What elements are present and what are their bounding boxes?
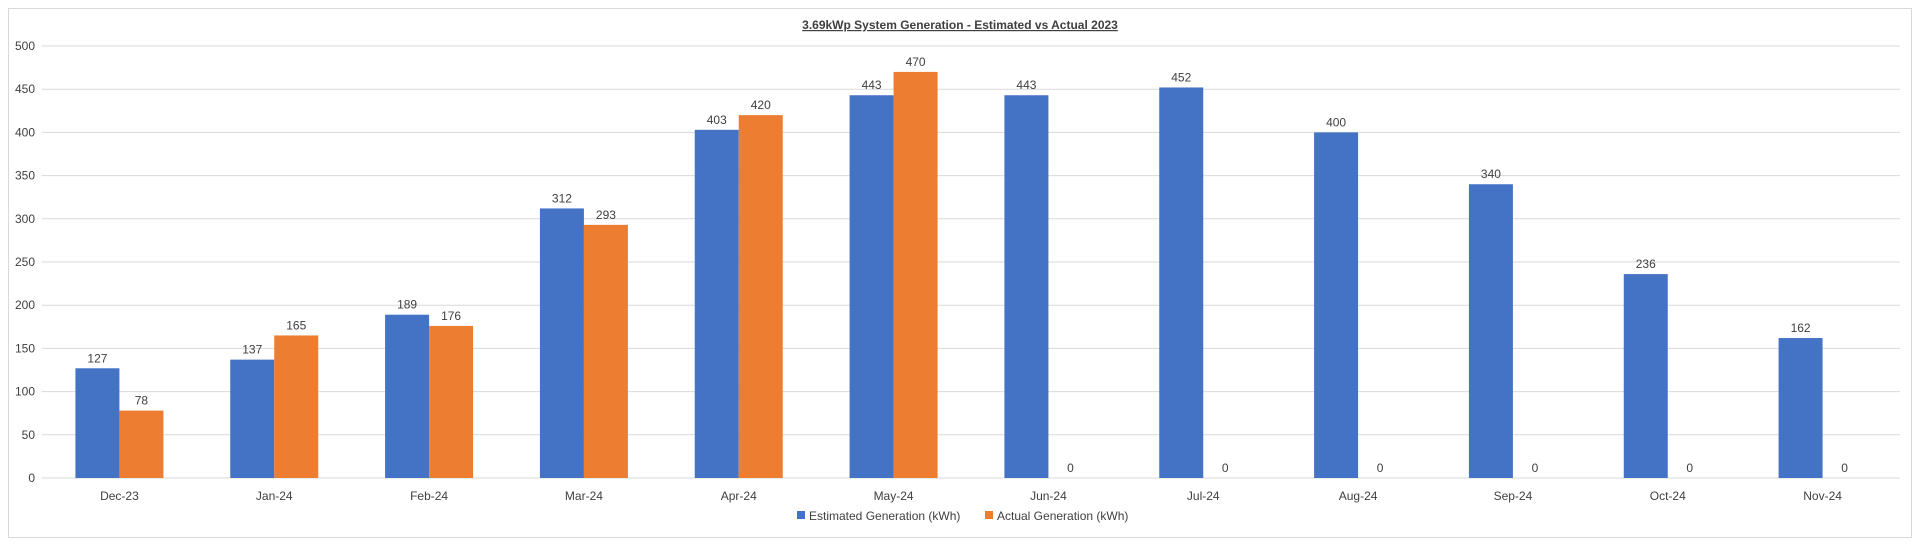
bar-estimated-Feb-24 bbox=[385, 314, 430, 478]
y-tick-label-350: 350 bbox=[15, 169, 35, 183]
x-tick-label-Feb-24: Feb-24 bbox=[410, 489, 448, 503]
gridlines bbox=[42, 45, 1900, 479]
data-label-estimated-May-24: 443 bbox=[862, 78, 882, 92]
data-label-estimated-Nov-24: 162 bbox=[1791, 321, 1811, 335]
data-label-estimated-Jul-24: 452 bbox=[1171, 70, 1191, 84]
data-label-actual-Feb-24: 176 bbox=[441, 309, 461, 323]
y-tick-label-450: 450 bbox=[15, 82, 35, 96]
data-label-estimated-Dec-23: 127 bbox=[87, 351, 107, 365]
data-label-actual-Sep-24: 0 bbox=[1532, 461, 1539, 475]
x-tick-label-Jan-24: Jan-24 bbox=[256, 489, 293, 503]
x-tick-label-Jul-24: Jul-24 bbox=[1187, 489, 1220, 503]
data-label-actual-Mar-24: 293 bbox=[596, 208, 616, 222]
data-labels: 127 78 137 165 189 176 312 293 403 420 443 470 443 0 4… bbox=[87, 55, 1848, 475]
bar-actual-Feb-24 bbox=[429, 325, 474, 478]
chart-title: 3.69kWp System Generation - Estimated vs… bbox=[802, 18, 1118, 32]
bar-estimated-Apr-24 bbox=[694, 129, 739, 479]
data-label-estimated-Aug-24: 400 bbox=[1326, 115, 1346, 129]
data-label-actual-Jan-24: 165 bbox=[286, 318, 306, 332]
data-label-actual-Apr-24: 420 bbox=[751, 98, 771, 112]
data-label-estimated-Jan-24: 137 bbox=[242, 343, 262, 357]
bar-estimated-Mar-24 bbox=[539, 208, 584, 478]
legend-label-estimated: Estimated Generation (kWh) bbox=[809, 509, 960, 523]
bar-estimated-Jan-24 bbox=[230, 359, 275, 478]
x-axis: Dec-23 Jan-24 Feb-24 Mar-24 Apr-24 May-24 Jun-… bbox=[100, 489, 1842, 503]
data-label-estimated-Apr-24: 403 bbox=[707, 113, 727, 127]
y-tick-label-200: 200 bbox=[15, 298, 35, 312]
y-tick-label-150: 150 bbox=[15, 341, 35, 355]
bar-estimated-Jun-24 bbox=[1004, 95, 1049, 479]
y-tick-label-500: 500 bbox=[15, 39, 35, 53]
data-label-actual-Aug-24: 0 bbox=[1377, 461, 1384, 475]
y-tick-label-300: 300 bbox=[15, 212, 35, 226]
bar-estimated-May-24 bbox=[849, 95, 894, 479]
legend-swatch-actual bbox=[985, 511, 993, 519]
legend: Estimated Generation (kWh) Actual Generat… bbox=[797, 509, 1128, 523]
x-tick-label-Sep-24: Sep-24 bbox=[1494, 489, 1533, 503]
data-label-estimated-Feb-24: 189 bbox=[397, 298, 417, 312]
y-tick-label-400: 400 bbox=[15, 125, 35, 139]
x-tick-label-May-24: May-24 bbox=[874, 489, 914, 503]
legend-swatch-estimated bbox=[797, 511, 805, 519]
y-axis: 0 50 100 150 200 250 300 350 400 450 500 bbox=[15, 39, 35, 485]
y-tick-label-50: 50 bbox=[22, 428, 36, 442]
bar-estimated-Dec-23 bbox=[75, 368, 120, 478]
bar-estimated-Jul-24 bbox=[1159, 87, 1204, 479]
data-label-estimated-Mar-24: 312 bbox=[552, 191, 572, 205]
bars bbox=[75, 71, 1823, 479]
legend-label-actual: Actual Generation (kWh) bbox=[997, 509, 1128, 523]
bar-estimated-Aug-24 bbox=[1314, 132, 1359, 478]
data-label-actual-Jul-24: 0 bbox=[1222, 461, 1229, 475]
data-label-actual-Nov-24: 0 bbox=[1841, 461, 1848, 475]
data-label-estimated-Jun-24: 443 bbox=[1016, 78, 1036, 92]
data-label-actual-Dec-23: 78 bbox=[135, 394, 149, 408]
y-tick-label-250: 250 bbox=[15, 255, 35, 269]
bar-actual-Jan-24 bbox=[274, 335, 319, 478]
bar-estimated-Sep-24 bbox=[1468, 184, 1513, 479]
x-tick-label-Mar-24: Mar-24 bbox=[565, 489, 603, 503]
x-tick-label-Nov-24: Nov-24 bbox=[1803, 489, 1842, 503]
bar-actual-Mar-24 bbox=[583, 224, 628, 478]
x-tick-label-Apr-24: Apr-24 bbox=[721, 489, 757, 503]
x-tick-label-Aug-24: Aug-24 bbox=[1339, 489, 1378, 503]
data-label-estimated-Sep-24: 340 bbox=[1481, 167, 1501, 181]
data-label-actual-Oct-24: 0 bbox=[1686, 461, 1693, 475]
y-tick-label-100: 100 bbox=[15, 385, 35, 399]
data-label-actual-Jun-24: 0 bbox=[1067, 461, 1074, 475]
chart-frame bbox=[8, 8, 1912, 538]
bar-estimated-Oct-24 bbox=[1623, 274, 1668, 478]
x-tick-label-Dec-23: Dec-23 bbox=[100, 489, 139, 503]
data-label-actual-May-24: 470 bbox=[906, 55, 926, 69]
bar-actual-Apr-24 bbox=[738, 115, 783, 479]
x-tick-label-Jun-24: Jun-24 bbox=[1030, 489, 1067, 503]
y-tick-label-0: 0 bbox=[28, 471, 35, 485]
bar-actual-Dec-23 bbox=[119, 410, 164, 478]
data-label-estimated-Oct-24: 236 bbox=[1636, 257, 1656, 271]
x-tick-label-Oct-24: Oct-24 bbox=[1650, 489, 1686, 503]
bar-estimated-Nov-24 bbox=[1778, 338, 1823, 478]
bar-actual-May-24 bbox=[893, 71, 938, 479]
